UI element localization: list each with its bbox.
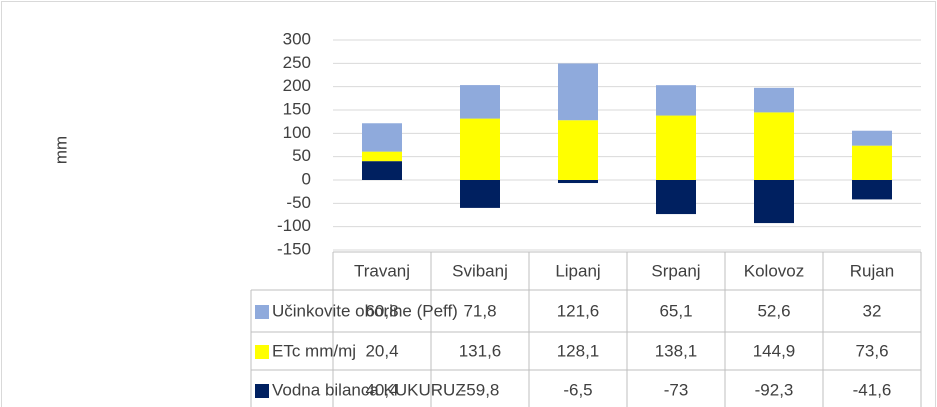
- x-tick-label: Lipanj: [555, 261, 600, 280]
- legend-label: Vodna bilanca KUKURUZ: [272, 380, 466, 399]
- x-tick-label: Srpanj: [651, 261, 700, 280]
- legend-swatch: [255, 345, 269, 359]
- table-value: 40,4: [365, 380, 398, 399]
- table-value: -73: [664, 380, 689, 399]
- bar: [754, 87, 794, 113]
- y-axis-label: mm: [51, 136, 70, 164]
- table-value: 128,1: [557, 341, 600, 360]
- table-value: 144,9: [753, 341, 796, 360]
- x-tick-label: Svibanj: [452, 261, 508, 280]
- legend-swatch: [255, 384, 269, 398]
- bar: [852, 145, 892, 180]
- bar: [754, 180, 794, 224]
- bar: [656, 85, 696, 116]
- table-value: 131,6: [459, 341, 502, 360]
- x-tick-label: Rujan: [850, 261, 894, 280]
- table-value: 60,8: [365, 301, 398, 320]
- bar: [558, 63, 598, 121]
- table-value: 52,6: [757, 301, 790, 320]
- table-value: 138,1: [655, 341, 698, 360]
- table-value: -92,3: [755, 380, 794, 399]
- table-value: 32: [863, 301, 882, 320]
- bar: [362, 123, 402, 152]
- y-tick-label: 250: [283, 53, 311, 72]
- y-tick-label: -50: [286, 193, 311, 212]
- legend-label: Učinkovite oborine (Peff): [272, 301, 458, 320]
- bar: [558, 120, 598, 180]
- table-value: -41,6: [853, 380, 892, 399]
- legend-swatch: [255, 305, 269, 319]
- bar: [362, 151, 402, 162]
- table-value: -6,5: [563, 380, 592, 399]
- table-value: 20,4: [365, 341, 398, 360]
- bar: [558, 180, 598, 184]
- bar: [460, 85, 500, 119]
- y-tick-label: 150: [283, 99, 311, 118]
- bar: [460, 118, 500, 180]
- y-tick-label: 50: [292, 146, 311, 165]
- legend-label: ETc mm/mj: [272, 341, 356, 360]
- y-tick-label: 200: [283, 76, 311, 95]
- bar: [460, 180, 500, 208]
- bar: [656, 115, 696, 180]
- bar: [754, 112, 794, 180]
- bar: [852, 180, 892, 200]
- y-tick-label: -100: [277, 216, 311, 235]
- x-tick-label: Travanj: [354, 261, 410, 280]
- bar: [656, 180, 696, 215]
- table-value: 121,6: [557, 301, 600, 320]
- table-value: 73,6: [855, 341, 888, 360]
- x-tick-label: Kolovoz: [744, 261, 804, 280]
- y-tick-label: 300: [283, 29, 311, 48]
- y-tick-label: 100: [283, 123, 311, 142]
- bar: [852, 130, 892, 146]
- table-value: -59,8: [461, 380, 500, 399]
- y-tick-label: 0: [302, 169, 311, 188]
- y-tick-label: -150: [277, 239, 311, 258]
- table-value: 65,1: [659, 301, 692, 320]
- table-value: 71,8: [463, 301, 496, 320]
- bar: [362, 161, 402, 180]
